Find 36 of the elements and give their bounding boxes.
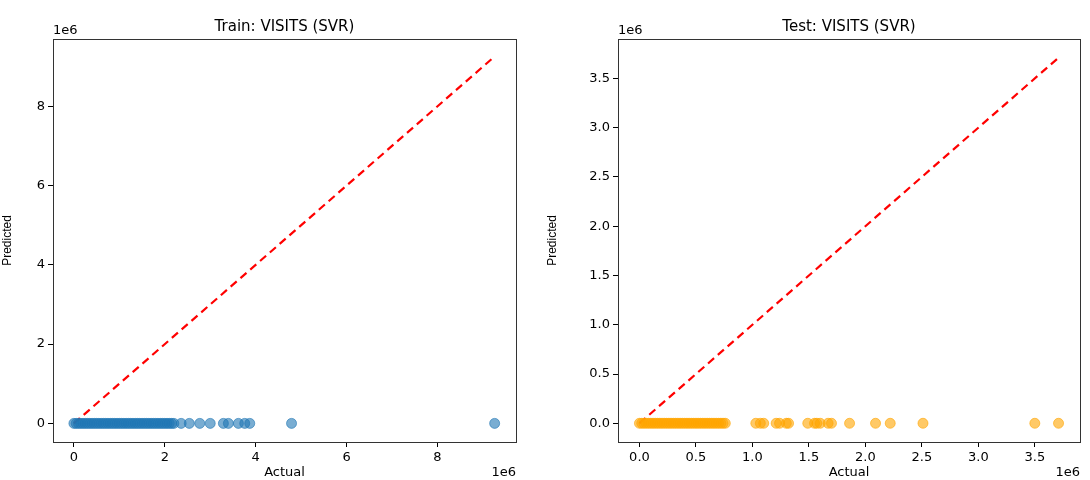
- y-axis-title: Predicted: [544, 215, 559, 266]
- x-tick-label: 6: [342, 449, 351, 465]
- x-tick-label: 1.5: [798, 449, 820, 465]
- y-tick-label: 3.5: [589, 69, 610, 85]
- x-axis-title: Actual: [828, 463, 870, 479]
- text: 1e6: [491, 464, 516, 479]
- x-tick-label: 3.0: [967, 449, 989, 465]
- x-tick-label: 2.5: [911, 449, 933, 465]
- y-tick-label: 4: [36, 256, 45, 272]
- chart-title: Train: VISITS (SVR): [213, 17, 355, 35]
- x-tick-label: 0.0: [629, 449, 650, 465]
- y-tick-label: 0.0: [589, 414, 610, 430]
- text: 1e6: [618, 22, 643, 37]
- chart-title: Test: VISITS (SVR): [781, 17, 916, 35]
- text: 1e6: [1055, 464, 1080, 479]
- y-tick-label: 2.0: [589, 217, 610, 233]
- x-tick-label: 4: [251, 449, 260, 465]
- y-tick-label: 1.5: [589, 266, 610, 282]
- x-tick-label: 0.5: [685, 449, 707, 465]
- y-tick-label: 3.0: [589, 119, 610, 135]
- x-tick-label: 2: [160, 449, 169, 465]
- y-tick-label: 2.5: [589, 168, 610, 184]
- x-tick-label: 3.5: [1024, 449, 1046, 465]
- y-tick-label: 0: [36, 414, 45, 430]
- x-tick-label: 2.0: [855, 449, 876, 465]
- y-axis-title: Predicted: [0, 215, 14, 266]
- x-tick-label: 1.0: [742, 449, 763, 465]
- y-tick-label: 1.0: [589, 316, 610, 332]
- y-tick-label: 0.5: [589, 365, 610, 381]
- y-tick-label: 2: [36, 335, 45, 351]
- x-axis-title: Actual: [264, 463, 305, 479]
- text: 1e6: [53, 22, 78, 37]
- y-tick-label: 8: [36, 97, 45, 113]
- y-tick-label: 6: [36, 176, 45, 192]
- x-tick-label: 0: [69, 449, 79, 465]
- x-tick-label: 8: [433, 449, 442, 465]
